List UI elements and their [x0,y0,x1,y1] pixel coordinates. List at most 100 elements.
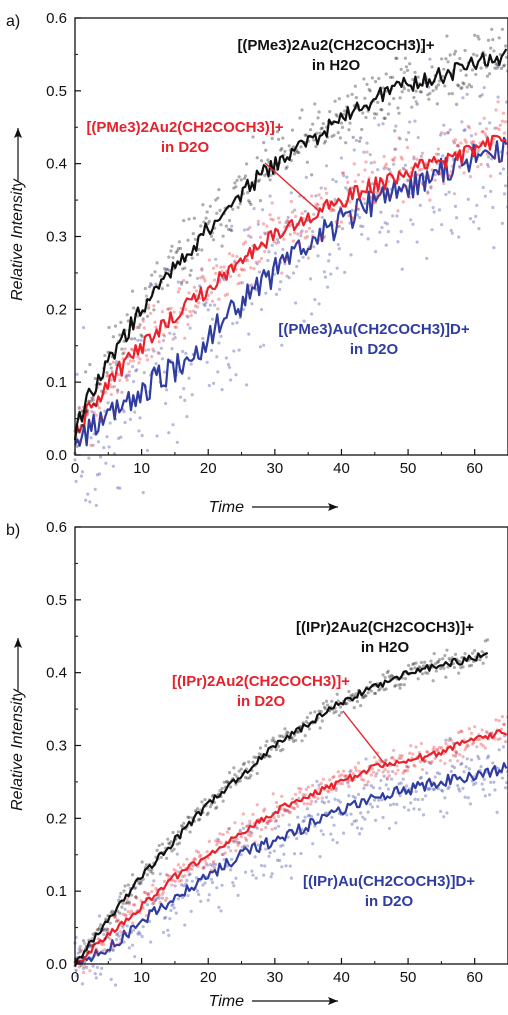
data-point [354,204,358,208]
data-point [118,486,122,490]
data-point [239,853,243,857]
data-point [290,737,295,741]
data-point [474,132,478,136]
data-point [339,156,344,160]
data-point [385,777,389,781]
data-point [280,146,284,151]
data-point [211,859,216,864]
data-point [361,111,365,115]
data-point [438,759,443,763]
data-point [295,836,299,841]
data-point [89,399,93,403]
data-point [113,916,118,920]
data-point [311,234,315,238]
data-point [193,857,198,862]
data-point [224,780,228,784]
data-point [441,74,445,79]
data-point [467,767,471,771]
data-point [135,325,139,330]
data-point [438,172,443,176]
data-point [243,870,248,874]
data-point [186,238,190,242]
data-point [384,758,388,762]
data-point [178,866,183,870]
data-point [333,198,337,202]
data-point [322,270,327,274]
data-point [399,67,403,71]
data-point [254,876,258,880]
data-point [177,287,182,291]
data-point [209,291,214,295]
data-point [417,807,421,811]
data-point [86,492,90,496]
data-point [170,883,174,887]
data-point [437,171,442,175]
data-point [185,857,189,861]
data-point [241,307,245,312]
data-point [280,865,284,869]
data-point [430,65,434,69]
data-point [89,443,93,447]
data-point [77,959,81,964]
data-point [255,262,259,266]
data-point [98,382,103,386]
data-point [448,736,452,740]
data-point [130,289,135,293]
data-point [324,164,329,168]
data-point [352,819,356,823]
data-point [401,777,405,781]
data-point [368,802,372,806]
data-point [191,232,195,236]
data-point [233,821,237,825]
data-point [475,203,479,208]
y-tick-label-b-2: 0.2 [46,810,67,827]
data-point [450,764,454,768]
data-point [463,795,467,799]
data-point [127,373,131,378]
data-point [456,759,460,763]
data-point [310,312,314,316]
data-point [482,85,486,90]
data-point [385,776,389,780]
data-point [287,823,291,827]
data-point [467,83,471,87]
data-point [380,798,384,802]
data-point [299,145,303,149]
data-point [464,140,468,144]
data-point [433,178,437,182]
data-point [346,781,350,785]
x-tick-label-b-1: 10 [133,969,150,986]
data-point [419,741,423,746]
data-point [262,343,266,347]
data-point [327,790,331,794]
data-point [108,362,112,366]
data-point [409,744,413,748]
data-point [278,287,282,291]
data-point [463,748,467,752]
data-point [182,884,186,888]
data-point [182,219,186,223]
data-point [486,164,491,169]
data-point [134,886,138,890]
data-point [82,964,87,968]
data-point [75,974,79,978]
data-point [376,167,380,172]
data-point [476,754,480,758]
data-point [304,229,308,234]
data-point [213,866,217,870]
data-point [304,175,308,179]
data-point [139,333,143,337]
data-point [220,852,224,857]
data-point [114,362,119,367]
data-point [191,309,195,313]
data-point [453,754,458,758]
data-point [315,202,319,206]
data-point [393,156,397,160]
data-point [256,222,260,227]
data-point [412,157,416,161]
data-point [145,892,150,896]
data-point [373,691,378,696]
data-point [297,786,301,791]
data-point [117,436,121,440]
data-point [403,769,408,773]
